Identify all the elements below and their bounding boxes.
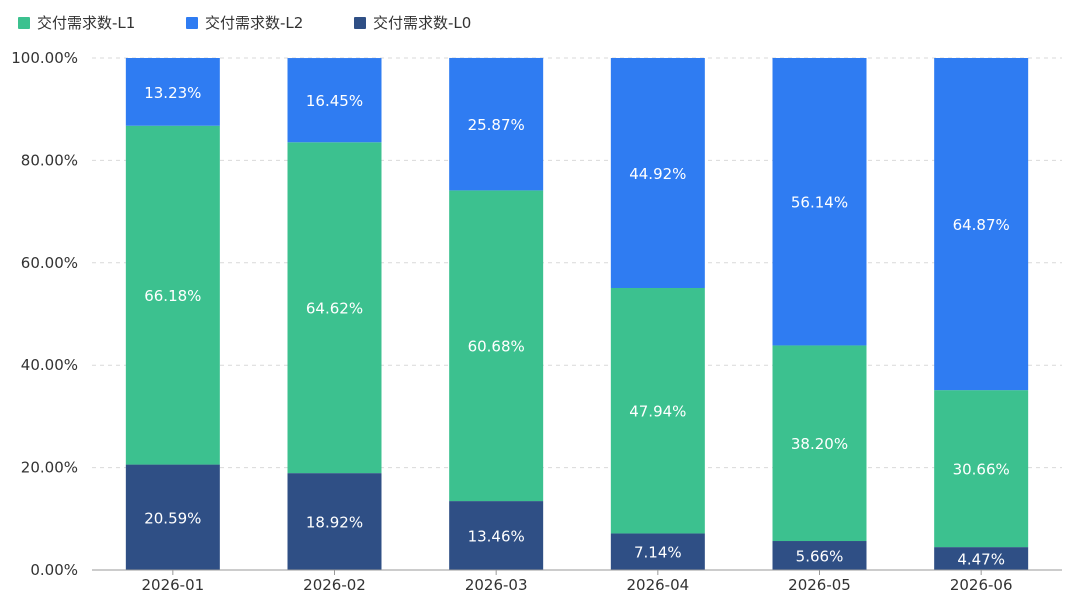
- bar-segment-2026-06-s2[interactable]: [934, 58, 1029, 391]
- bar-segment-2026-01-s2[interactable]: [125, 58, 220, 126]
- x-tick-label-5: 2026-06: [950, 576, 1013, 594]
- data-label-2026-05-s0: 5.66%: [796, 548, 844, 566]
- legend-item-1[interactable]: 交付需求数-L2: [186, 14, 303, 32]
- bar-segment-2026-03-s1[interactable]: [449, 190, 544, 502]
- x-tick-label-0: 2026-01: [141, 576, 204, 594]
- data-label-2026-05-s2: 56.14%: [791, 194, 848, 212]
- data-label-2026-04-s1: 47.94%: [629, 403, 686, 421]
- data-label-2026-02-s0: 18.92%: [306, 514, 363, 532]
- legend-swatch-0: [18, 17, 30, 29]
- data-label-2026-01-s0: 20.59%: [144, 509, 201, 527]
- x-tick-label-1: 2026-02: [303, 576, 366, 594]
- data-label-2026-06-s2: 64.87%: [953, 216, 1010, 234]
- y-tick-label-4: 80.00%: [21, 151, 78, 169]
- bar-segment-2026-04-s1[interactable]: [610, 287, 705, 534]
- y-tick-label-3: 60.00%: [21, 254, 78, 272]
- data-label-2026-01-s2: 13.23%: [144, 84, 201, 102]
- data-label-2026-05-s1: 38.20%: [791, 435, 848, 453]
- bar-segment-2026-03-s2[interactable]: [449, 57, 544, 191]
- bar-segment-2026-05-s0[interactable]: [772, 541, 867, 570]
- bar-segment-2026-02-s2[interactable]: [287, 58, 382, 143]
- legend-item-2[interactable]: 交付需求数-L0: [354, 14, 471, 32]
- bar-segment-2026-05-s1[interactable]: [772, 345, 867, 542]
- bar-segment-2026-01-s1[interactable]: [125, 125, 220, 465]
- y-tick-label-2: 40.00%: [21, 356, 78, 374]
- data-labels-layer: 20.59% 66.18% 13.23% 18.92% 64.62% 16.45% 13.4…: [144, 84, 1010, 569]
- bar-segment-2026-02-s1[interactable]: [287, 142, 382, 474]
- data-label-2026-03-s0: 13.46%: [468, 528, 525, 546]
- legend-swatch-1: [186, 17, 198, 29]
- data-label-2026-03-s2: 25.87%: [468, 116, 525, 134]
- x-tick-label-4: 2026-05: [788, 576, 851, 594]
- data-label-2026-04-s2: 44.92%: [629, 165, 686, 183]
- data-label-2026-02-s2: 16.45%: [306, 92, 363, 110]
- bar-segment-2026-06-s1[interactable]: [934, 390, 1029, 548]
- bar-segment-2026-03-s0[interactable]: [449, 501, 544, 570]
- bar-segment-2026-05-s2[interactable]: [772, 58, 867, 346]
- x-tick-label-3: 2026-04: [626, 576, 689, 594]
- bar-segment-2026-01-s0[interactable]: [125, 464, 220, 570]
- legend-label-2: 交付需求数-L0: [373, 14, 471, 32]
- legend-swatch-2: [354, 17, 366, 29]
- grid-layer: [92, 57, 1062, 469]
- x-axis: 2026-01 2026-02 2026-03 2026-04 2026-05 2026-…: [92, 569, 1062, 594]
- y-tick-label-5: 100.00%: [11, 49, 78, 67]
- y-axis: 0.00% 20.00% 40.00% 60.00% 80.00% 100.00%: [11, 49, 78, 579]
- y-tick-label-1: 20.00%: [21, 459, 78, 477]
- bar-segment-2026-02-s0[interactable]: [287, 473, 382, 570]
- data-label-2026-02-s1: 64.62%: [306, 300, 363, 318]
- bar-segment-2026-04-s0[interactable]: [610, 533, 705, 570]
- data-label-2026-03-s1: 60.68%: [468, 338, 525, 356]
- x-tick-label-2: 2026-03: [465, 576, 528, 594]
- data-label-2026-04-s0: 7.14%: [634, 544, 682, 562]
- data-label-2026-06-s0: 4.47%: [957, 551, 1005, 569]
- data-label-2026-06-s1: 30.66%: [953, 461, 1010, 479]
- y-tick-label-0: 0.00%: [30, 561, 78, 579]
- bar-segment-2026-04-s2[interactable]: [610, 58, 705, 288]
- legend-label-1: 交付需求数-L2: [205, 14, 303, 32]
- bar-segment-2026-06-s0[interactable]: [934, 547, 1029, 570]
- legend: 交付需求数-L1 交付需求数-L2 交付需求数-L0: [18, 14, 471, 32]
- bars-layer: [125, 57, 1029, 570]
- data-label-2026-01-s1: 66.18%: [144, 287, 201, 305]
- legend-item-0[interactable]: 交付需求数-L1: [18, 14, 135, 32]
- legend-label-0: 交付需求数-L1: [37, 14, 135, 32]
